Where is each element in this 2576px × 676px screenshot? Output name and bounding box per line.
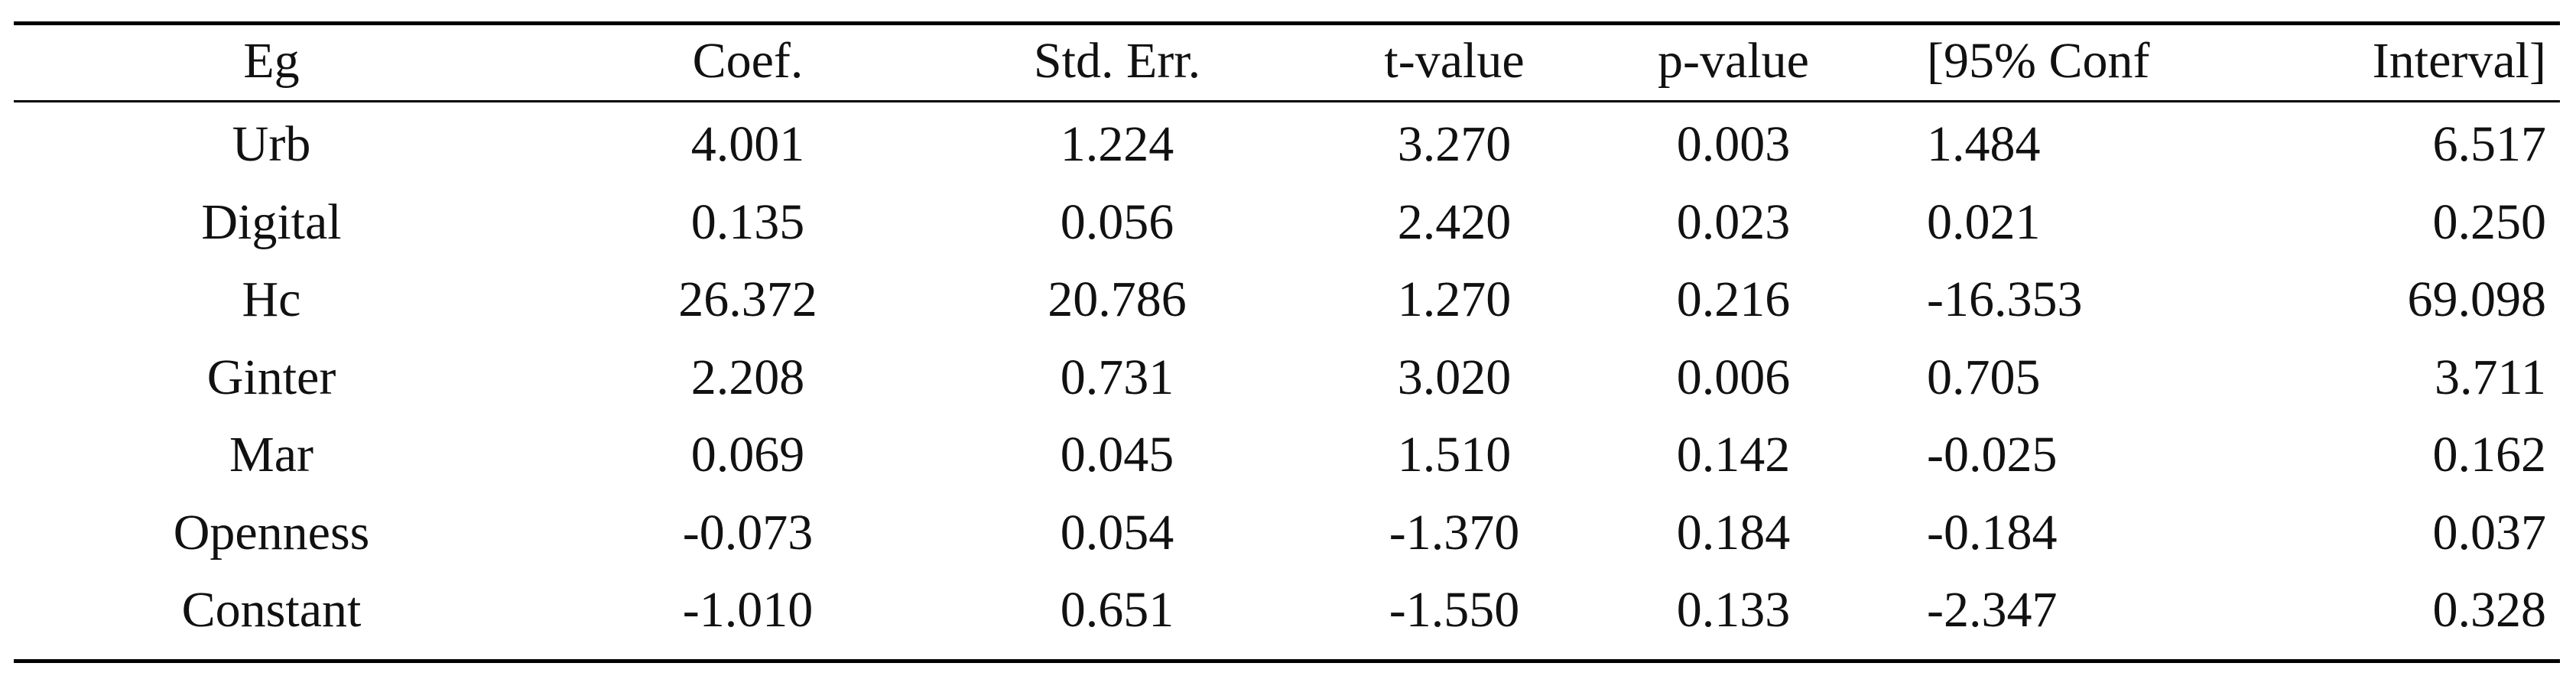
table-cell: 4.001 bbox=[690, 116, 805, 172]
table-cell: -2.347 bbox=[1927, 582, 2058, 638]
table-cell: -0.025 bbox=[1927, 427, 2058, 483]
table-cell: 0.731 bbox=[1060, 349, 1174, 405]
table-cell: 0.216 bbox=[1676, 271, 1791, 327]
table-cell: -0.184 bbox=[1927, 504, 2058, 561]
table-cell: 0.250 bbox=[2432, 193, 2547, 250]
row-label: Mar bbox=[229, 427, 313, 483]
header-cell: Interval] bbox=[2372, 33, 2546, 89]
table-cell: 1.484 bbox=[1927, 116, 2041, 172]
table-cell: 0.142 bbox=[1676, 427, 1791, 483]
table-cell: 3.270 bbox=[1397, 116, 1512, 172]
table-cell: 2.420 bbox=[1397, 193, 1512, 250]
table-cell: 0.054 bbox=[1060, 504, 1174, 561]
table-cell: 26.372 bbox=[678, 271, 817, 327]
header-cell: Std. Err. bbox=[1033, 33, 1201, 89]
table-cell: 0.705 bbox=[1927, 349, 2041, 405]
table-cell: 0.056 bbox=[1060, 193, 1174, 250]
table-cell: -1.370 bbox=[1389, 504, 1520, 561]
table-cell: 1.270 bbox=[1397, 271, 1512, 327]
table-cell: 0.006 bbox=[1676, 349, 1791, 405]
row-label: Constant bbox=[181, 582, 362, 638]
header-cell: Eg bbox=[243, 33, 300, 89]
table-cell: -1.010 bbox=[682, 582, 814, 638]
table-cell: 0.023 bbox=[1676, 193, 1791, 250]
table-cell: 0.021 bbox=[1927, 193, 2041, 250]
table-cell: 2.208 bbox=[690, 349, 805, 405]
table-cell: 0.133 bbox=[1676, 582, 1791, 638]
table-cell: 0.184 bbox=[1676, 504, 1791, 561]
table-cell: 6.517 bbox=[2432, 116, 2547, 172]
table-cell: 1.224 bbox=[1060, 116, 1174, 172]
row-label: Urb bbox=[232, 116, 311, 172]
row-label: Ginter bbox=[206, 349, 336, 405]
table-cell: 0.162 bbox=[2432, 427, 2547, 483]
table-cell: 69.098 bbox=[2407, 271, 2547, 327]
table-cell: 0.651 bbox=[1060, 582, 1174, 638]
table-cell: 0.069 bbox=[690, 427, 805, 483]
row-label: Digital bbox=[201, 193, 342, 250]
table-cell: 0.328 bbox=[2432, 582, 2547, 638]
table-cell: -16.353 bbox=[1927, 271, 2083, 327]
header-cell: p-value bbox=[1658, 33, 1809, 89]
row-label: Openness bbox=[173, 504, 370, 561]
bottom-rule bbox=[14, 659, 2560, 663]
header-cell: Coef. bbox=[692, 33, 804, 89]
top-rule bbox=[14, 21, 2560, 25]
header-rule bbox=[14, 100, 2560, 102]
header-cell: t-value bbox=[1384, 33, 1525, 89]
table-cell: 1.510 bbox=[1397, 427, 1512, 483]
table-cell: -1.550 bbox=[1389, 582, 1520, 638]
table-cell: 0.135 bbox=[690, 193, 805, 250]
table-cell: 20.786 bbox=[1048, 271, 1187, 327]
header-cell: [95% Conf bbox=[1927, 33, 2150, 89]
table-cell: 0.003 bbox=[1676, 116, 1791, 172]
table-cell: 0.037 bbox=[2432, 504, 2547, 561]
table-cell: 3.020 bbox=[1397, 349, 1512, 405]
table-cell: -0.073 bbox=[682, 504, 814, 561]
table-cell: 3.711 bbox=[2434, 349, 2546, 405]
table-cell: 0.045 bbox=[1060, 427, 1174, 483]
row-label: Hc bbox=[242, 271, 301, 327]
